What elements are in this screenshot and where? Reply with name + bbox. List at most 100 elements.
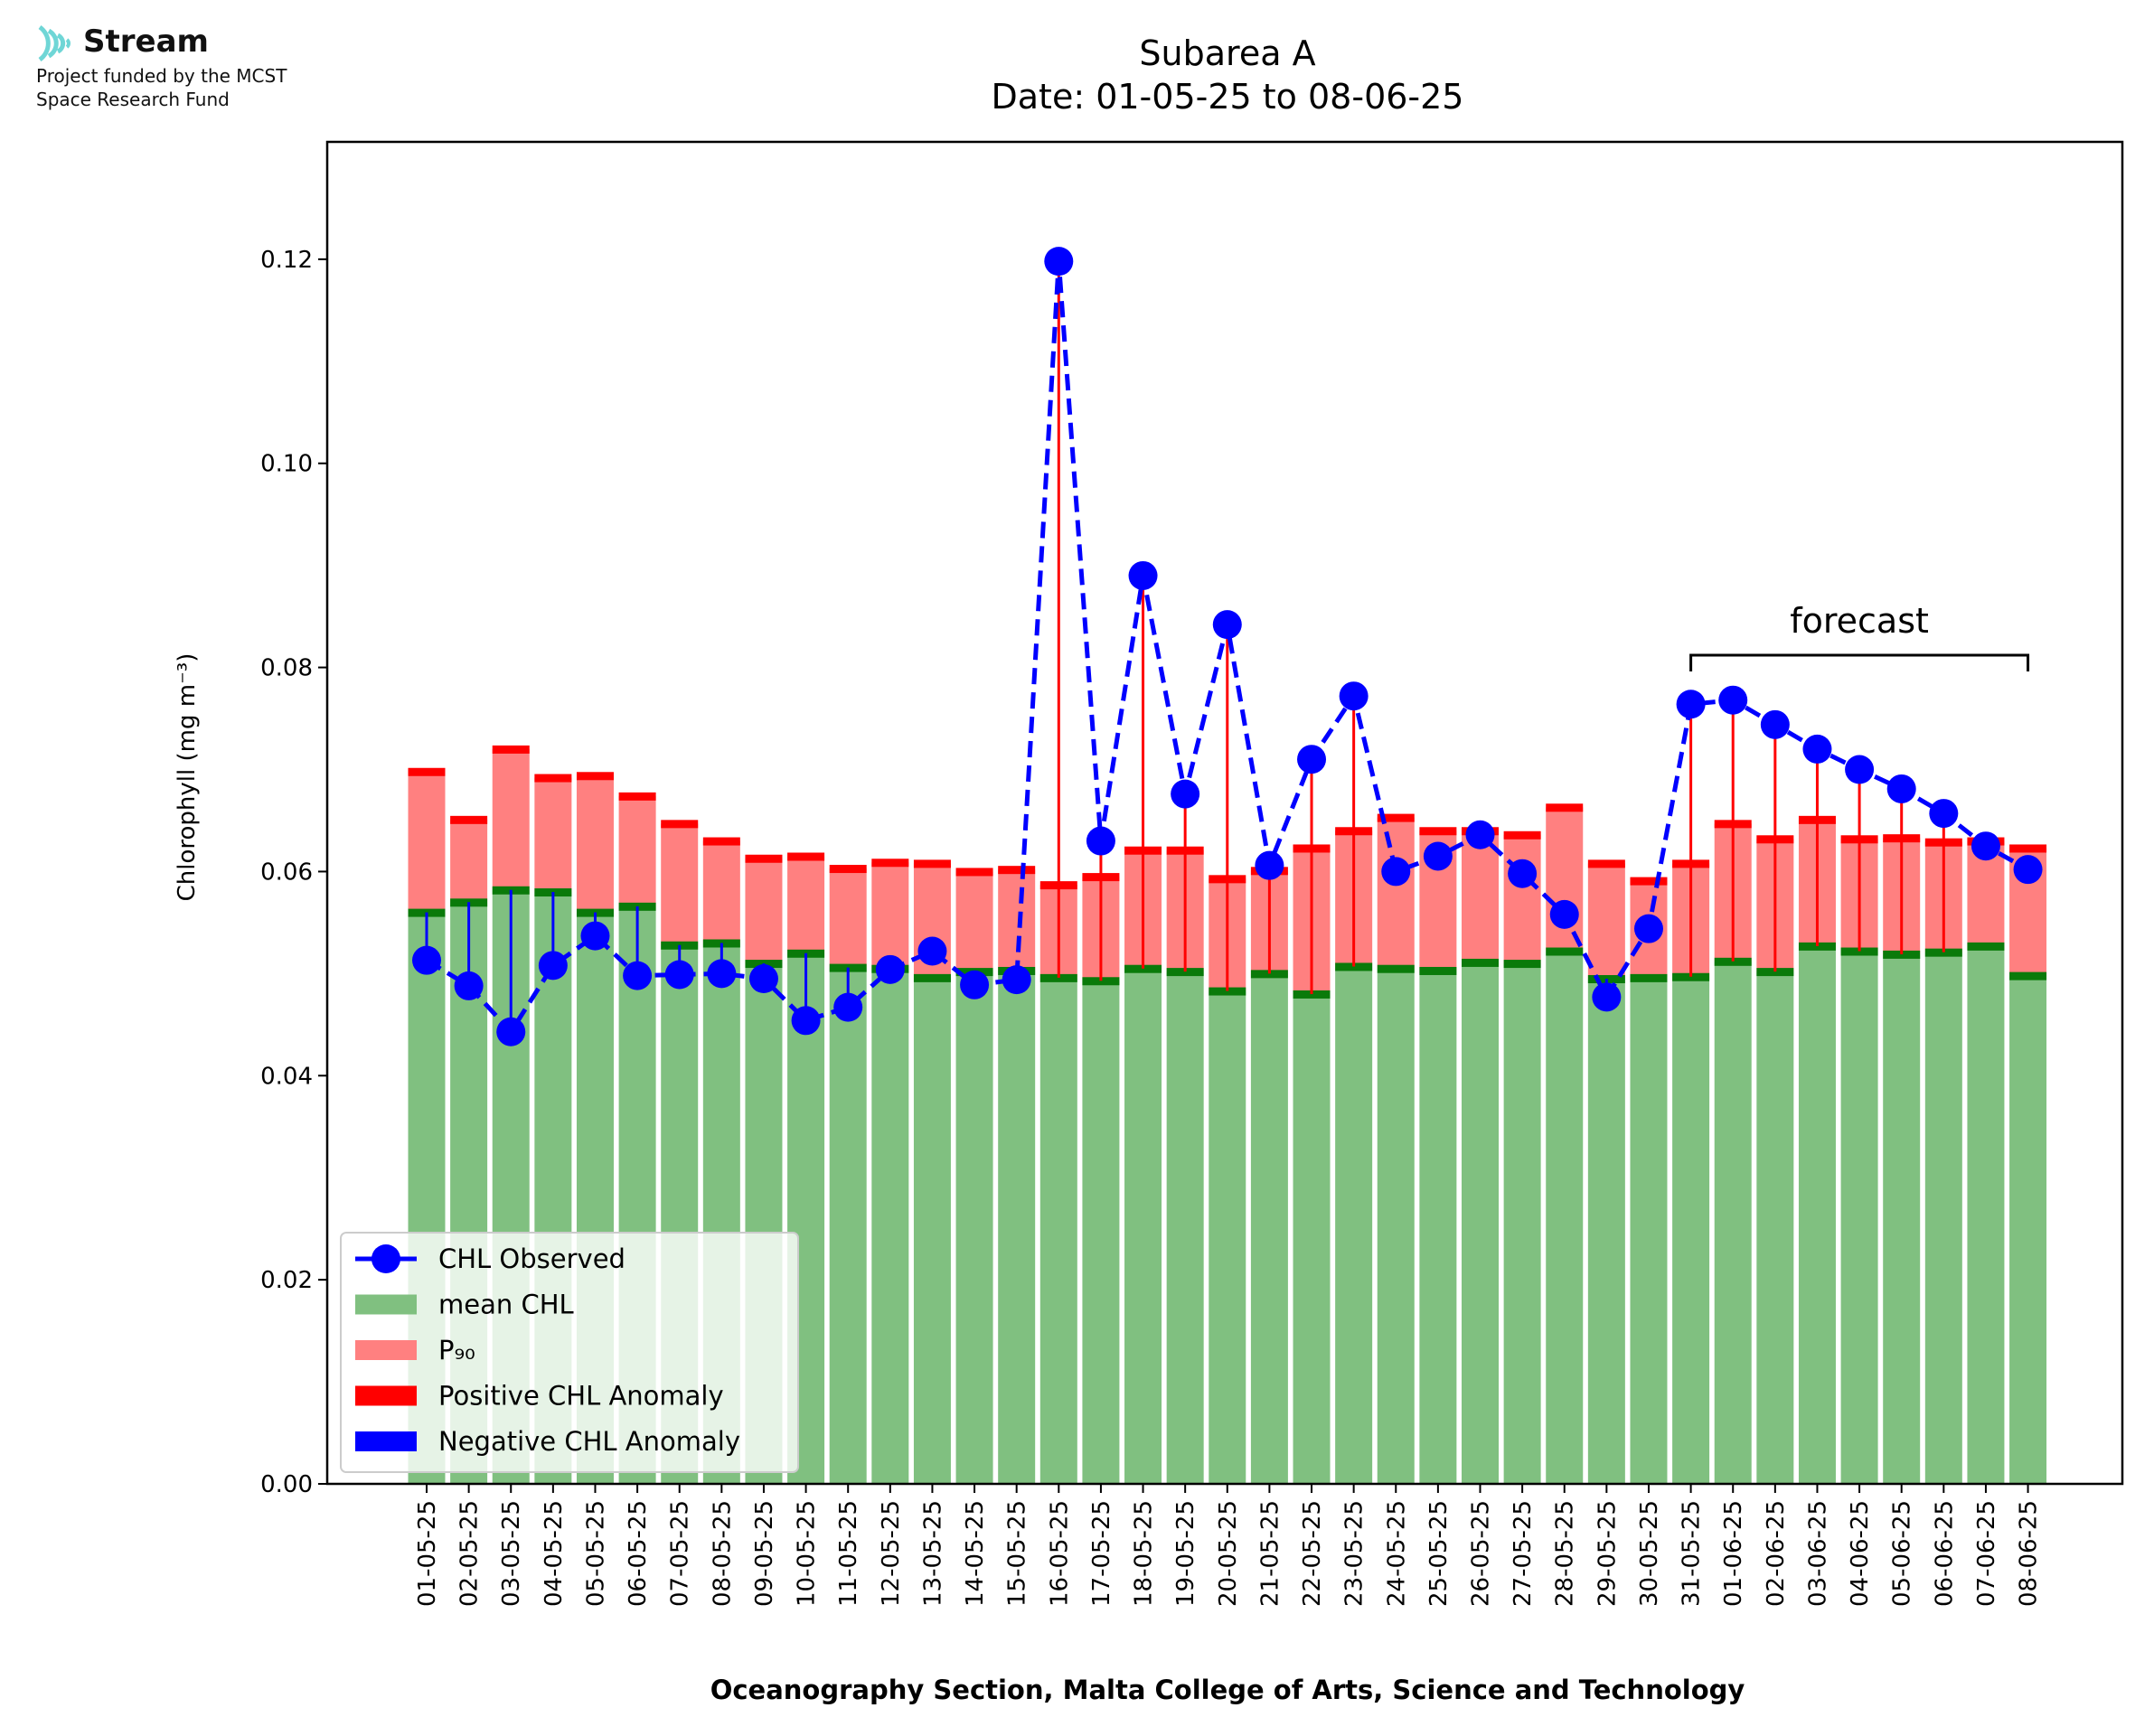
legend-label: Negative CHL Anomaly xyxy=(438,1426,740,1457)
mean-bar xyxy=(829,967,867,1484)
p90-cap xyxy=(1546,803,1584,812)
mean-cap xyxy=(1714,957,1752,966)
observed-point xyxy=(1212,610,1242,640)
observed-point xyxy=(454,971,484,1000)
p90-bar xyxy=(534,777,572,893)
x-tick-label: 16-05-25 xyxy=(1046,1500,1073,1607)
x-tick-label: 10-05-25 xyxy=(794,1500,821,1607)
mean-bar xyxy=(1335,966,1373,1484)
observed-point xyxy=(1255,850,1284,880)
mean-bar xyxy=(1124,968,1162,1484)
y-tick-label: 0.06 xyxy=(260,859,313,886)
x-tick-label: 21-05-25 xyxy=(1256,1500,1284,1607)
mean-bar xyxy=(1209,990,1246,1484)
p90-cap xyxy=(618,792,656,801)
observed-point xyxy=(2013,855,2043,885)
mean-bar xyxy=(1082,981,1120,1484)
mean-bar xyxy=(2009,975,2047,1484)
observed-point xyxy=(1381,857,1411,887)
mean-cap xyxy=(1798,942,1836,951)
wave-signal-icon xyxy=(38,24,71,62)
mean-bar xyxy=(1462,962,1499,1484)
chart-subtitle: Date: 01-05-25 to 08-06-25 xyxy=(992,77,1464,117)
mean-cap xyxy=(1883,950,1921,959)
legend-swatch xyxy=(355,1294,417,1315)
mean-cap xyxy=(1672,972,1710,981)
p90-cap xyxy=(1377,813,1415,822)
mean-cap xyxy=(2009,971,2047,981)
x-tick-label: 05-06-25 xyxy=(1889,1500,1916,1607)
mean-cap xyxy=(1039,973,1077,982)
p90-cap xyxy=(534,774,572,783)
mean-bar xyxy=(1924,952,1962,1484)
observed-point xyxy=(538,951,568,981)
mean-bar xyxy=(1714,961,1752,1484)
observed-point xyxy=(1718,685,1748,715)
observed-point xyxy=(664,960,694,990)
observed-point xyxy=(960,970,990,999)
legend-swatch xyxy=(355,1385,417,1406)
p90-cap xyxy=(1587,859,1625,868)
y-tick-label: 0.08 xyxy=(260,655,313,682)
p90-cap xyxy=(955,868,993,877)
observed-point xyxy=(917,936,947,966)
observed-point xyxy=(1423,841,1453,871)
p90-cap xyxy=(702,837,740,846)
legend-swatch xyxy=(355,1431,417,1451)
observed-point xyxy=(1886,774,1916,803)
x-tick-label: 24-05-25 xyxy=(1383,1500,1410,1607)
p90-cap xyxy=(1503,830,1541,840)
p90-cap xyxy=(2009,844,2047,853)
mean-bar xyxy=(1419,970,1457,1484)
y-tick-label: 0.12 xyxy=(260,247,313,274)
x-tick-label: 07-05-25 xyxy=(667,1500,694,1607)
p90-cap xyxy=(450,815,488,824)
y-tick-label: 0.10 xyxy=(260,451,313,478)
x-tick-label: 01-06-25 xyxy=(1720,1500,1747,1607)
p90-cap xyxy=(1630,877,1668,886)
p90-bar xyxy=(871,862,909,969)
mean-cap xyxy=(1840,947,1878,956)
mean-cap xyxy=(1293,990,1331,999)
x-tick-label: 13-05-25 xyxy=(919,1500,946,1607)
x-tick-label: 11-05-25 xyxy=(835,1500,862,1607)
mean-bar xyxy=(1672,976,1710,1484)
mean-bar xyxy=(913,977,951,1484)
x-tick-label: 09-05-25 xyxy=(751,1500,778,1607)
observed-point xyxy=(1465,820,1495,849)
observed-point xyxy=(748,964,778,994)
y-axis-label: Chlorophyll (mg m⁻³) xyxy=(174,653,201,902)
observed-point xyxy=(875,954,905,984)
x-tick-label: 22-05-25 xyxy=(1299,1500,1326,1607)
mean-cap xyxy=(1082,977,1120,986)
x-tick-label: 03-06-25 xyxy=(1804,1500,1831,1607)
p90-cap xyxy=(829,865,867,874)
chart-title: Subarea A xyxy=(1139,33,1315,73)
legend-label: P₉₀ xyxy=(438,1335,475,1365)
observed-point xyxy=(1549,899,1579,929)
mean-bar xyxy=(871,968,909,1484)
observed-point xyxy=(1592,982,1622,1012)
p90-bar xyxy=(408,771,446,913)
x-tick-label: 31-05-25 xyxy=(1679,1500,1706,1607)
x-tick-label: 08-05-25 xyxy=(709,1500,736,1607)
mean-bar xyxy=(1587,979,1625,1484)
p90-bar xyxy=(1546,807,1584,952)
p90-bar xyxy=(576,775,614,913)
y-tick-label: 0.00 xyxy=(260,1471,313,1498)
x-tick-label: 04-05-25 xyxy=(541,1500,568,1607)
p90-bar xyxy=(829,868,867,968)
legend-swatch-marker xyxy=(372,1244,400,1273)
mean-cap xyxy=(1166,968,1204,977)
p90-bar xyxy=(1587,863,1625,980)
observed-point xyxy=(1633,914,1663,943)
x-tick-label: 05-05-25 xyxy=(582,1500,609,1607)
observed-point xyxy=(1929,799,1959,829)
x-tick-label: 12-05-25 xyxy=(878,1500,905,1607)
x-tick-label: 18-05-25 xyxy=(1131,1500,1158,1607)
p90-bar xyxy=(1462,830,1499,962)
observed-point xyxy=(1971,831,2000,861)
x-tick-label: 25-05-25 xyxy=(1425,1500,1453,1607)
mean-cap xyxy=(1967,942,2005,951)
observed-point xyxy=(1297,745,1327,774)
